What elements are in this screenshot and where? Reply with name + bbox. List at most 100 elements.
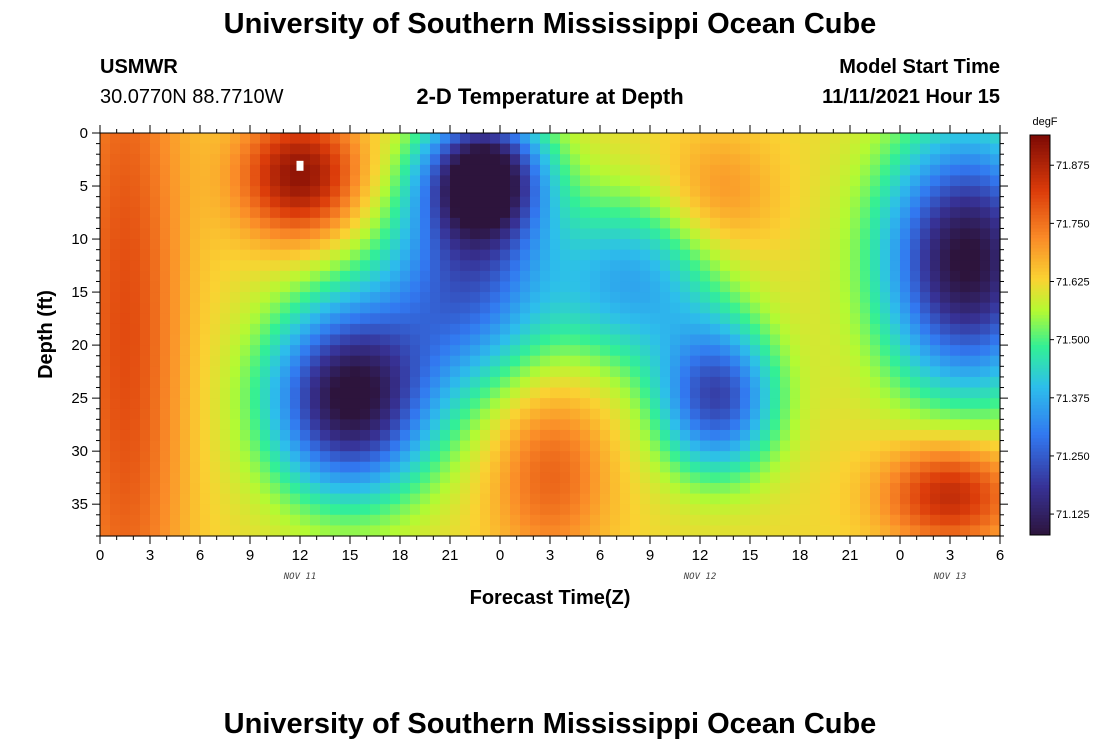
heatmap-cell bbox=[410, 239, 421, 251]
heatmap-cell bbox=[210, 472, 221, 484]
heatmap-cell bbox=[160, 270, 171, 283]
colorbar-segment bbox=[1030, 401, 1050, 406]
heatmap-cell bbox=[240, 313, 251, 325]
heatmap-cell bbox=[400, 429, 411, 442]
heatmap-cell bbox=[170, 376, 181, 389]
heatmap-cell bbox=[830, 292, 841, 304]
heatmap-cell bbox=[830, 313, 841, 325]
heatmap-cell bbox=[940, 387, 951, 399]
heatmap-cell bbox=[580, 292, 591, 304]
heatmap-cell bbox=[100, 281, 111, 293]
heatmap-cell bbox=[160, 313, 171, 325]
heatmap-cell bbox=[890, 196, 901, 208]
heatmap-cell bbox=[600, 292, 611, 304]
colorbar-segment bbox=[1030, 218, 1050, 223]
heatmap-cell bbox=[170, 186, 181, 198]
heatmap-cell bbox=[730, 186, 741, 198]
heatmap-cell bbox=[500, 217, 511, 230]
colorbar-segment bbox=[1030, 205, 1050, 209]
heatmap-cell bbox=[790, 133, 801, 145]
heatmap-cell bbox=[820, 164, 831, 177]
heatmap-cell bbox=[290, 270, 301, 283]
heatmap-cell bbox=[810, 419, 821, 431]
heatmap-cell bbox=[110, 196, 121, 208]
colorbar-tick-label: 71.500 bbox=[1056, 335, 1090, 347]
heatmap-cell bbox=[360, 270, 371, 283]
colorbar-segment bbox=[1030, 285, 1050, 289]
heatmap-cell bbox=[240, 355, 251, 367]
heatmap-cell bbox=[220, 387, 231, 399]
heatmap-cell bbox=[250, 472, 261, 484]
heatmap-cell bbox=[920, 461, 931, 473]
heatmap-cell bbox=[780, 376, 791, 389]
heatmap-cell bbox=[910, 228, 921, 240]
heatmap-cell bbox=[990, 472, 1001, 484]
heatmap-cell bbox=[340, 493, 351, 505]
heatmap-cell bbox=[610, 376, 621, 389]
heatmap-cell bbox=[820, 345, 831, 357]
heatmap-cell bbox=[560, 366, 571, 378]
heatmap-cell bbox=[400, 228, 411, 240]
x-tick-label: 15 bbox=[742, 547, 759, 564]
heatmap-cell bbox=[180, 281, 191, 293]
heatmap-cell bbox=[510, 270, 521, 283]
heatmap-cell bbox=[950, 313, 961, 325]
heatmap-cell bbox=[420, 239, 431, 251]
heatmap-cell bbox=[810, 292, 821, 304]
heatmap-cell bbox=[670, 472, 681, 484]
heatmap-cell bbox=[870, 270, 881, 283]
heatmap-cell bbox=[260, 472, 271, 484]
heatmap-cell bbox=[370, 355, 381, 367]
heatmap-cell bbox=[970, 504, 981, 516]
heatmap-cell bbox=[730, 376, 741, 389]
heatmap-cell bbox=[560, 217, 571, 230]
heatmap-cell bbox=[240, 451, 251, 463]
heatmap-cell bbox=[780, 461, 791, 473]
heatmap-cell bbox=[880, 419, 891, 431]
heatmap-cell bbox=[510, 143, 521, 155]
heatmap-cell bbox=[310, 525, 321, 537]
heatmap-cell bbox=[150, 302, 161, 314]
heatmap-cell bbox=[770, 196, 781, 208]
heatmap-cell bbox=[420, 429, 431, 442]
colorbar-segment bbox=[1030, 305, 1050, 309]
heatmap-cell bbox=[560, 249, 571, 261]
heatmap-cell bbox=[240, 323, 251, 336]
heatmap-cell bbox=[990, 239, 1001, 251]
heatmap-cell bbox=[140, 154, 151, 166]
heatmap-cell bbox=[690, 154, 701, 166]
heatmap-cell bbox=[410, 493, 421, 505]
heatmap-cell bbox=[470, 514, 481, 526]
heatmap-cell bbox=[650, 292, 661, 304]
heatmap-cell bbox=[320, 408, 331, 420]
heatmap-cell bbox=[690, 408, 701, 420]
heatmap-cell bbox=[530, 302, 541, 314]
heatmap-cell bbox=[170, 196, 181, 208]
heatmap-cell bbox=[130, 387, 141, 399]
heatmap-cell bbox=[170, 239, 181, 251]
heatmap-cell bbox=[860, 429, 871, 442]
heatmap-cell bbox=[540, 186, 551, 198]
heatmap-cell bbox=[370, 451, 381, 463]
heatmap-cell bbox=[720, 154, 731, 166]
colorbar-segment bbox=[1030, 288, 1050, 293]
heatmap-cell bbox=[690, 482, 701, 495]
heatmap-cell bbox=[580, 323, 591, 336]
heatmap-cell bbox=[320, 493, 331, 505]
heatmap-cell bbox=[410, 186, 421, 198]
heatmap-cell bbox=[890, 292, 901, 304]
heatmap-cell bbox=[870, 196, 881, 208]
heatmap-cell bbox=[270, 270, 281, 283]
heatmap-cell bbox=[590, 472, 601, 484]
heatmap-cell bbox=[290, 249, 301, 261]
heatmap-cell bbox=[510, 429, 521, 442]
heatmap-cell bbox=[330, 249, 341, 261]
heatmap-cell bbox=[440, 143, 451, 155]
heatmap-cell bbox=[130, 461, 141, 473]
heatmap-cell bbox=[790, 376, 801, 389]
heatmap-cell bbox=[490, 398, 501, 410]
heatmap-cell bbox=[950, 196, 961, 208]
heatmap-cell bbox=[200, 514, 211, 526]
heatmap-cell bbox=[430, 451, 441, 463]
heatmap-cell bbox=[930, 334, 941, 346]
